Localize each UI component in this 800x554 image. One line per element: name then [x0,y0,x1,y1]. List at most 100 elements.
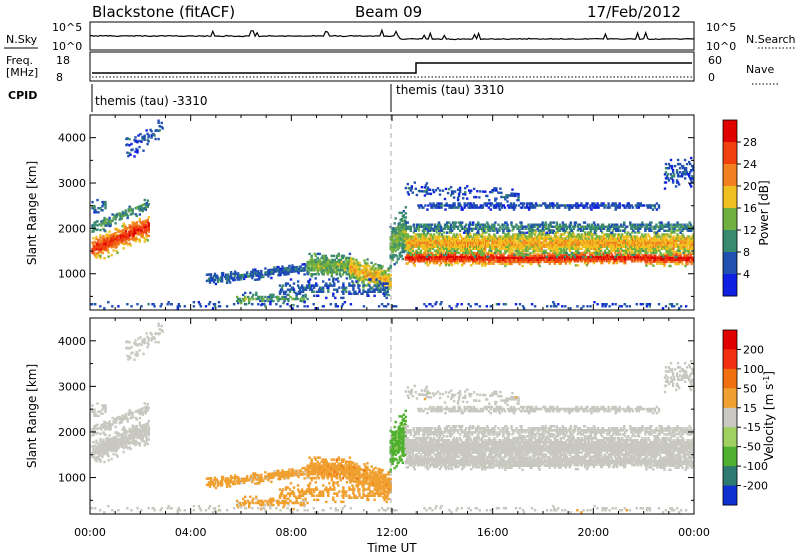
power-cell [324,258,327,262]
power-cell [449,231,453,234]
power-cell [481,249,484,252]
power-cell [422,243,426,246]
power-cell [124,225,127,229]
power-cell [100,220,103,223]
power-cell [438,251,442,255]
power-cell [497,258,500,261]
power-cell [677,229,680,232]
power-cell [117,243,120,246]
power-cell [655,251,658,255]
power-cell [663,252,666,255]
power-cell [378,280,381,283]
power-cell [554,235,557,238]
power-cell [411,249,414,252]
power-cell [577,233,581,236]
power-cell [126,243,129,246]
power-cell [607,235,611,238]
power-cell [412,225,415,228]
power-cell [668,260,671,264]
power-cell [284,284,288,287]
power-cell [322,271,325,274]
power-cell [587,235,591,238]
power-cell [614,251,617,255]
power-cell [307,280,311,283]
power-cell [420,225,424,228]
power-cell [356,281,359,284]
power-cell [413,260,416,263]
power-cell [287,266,290,270]
power-cell [271,270,274,273]
power-cell [572,253,576,257]
power-cell [331,258,334,262]
power-cell [337,269,340,272]
power-cell [537,252,540,255]
power-cell [524,247,527,250]
power-cell [93,244,96,248]
power-cell [95,256,98,259]
freq-line [92,62,692,74]
power-cell [609,251,613,255]
power-cell [557,253,560,257]
power-cell [575,235,579,238]
power-cell [422,247,426,250]
cpid-label: CPID [8,89,37,102]
power-cell [92,249,95,252]
power-cell [374,267,377,270]
noise-panel: N.Sky 10^5 10^0 10^5 10^0 N.Search [4,21,796,53]
power-cell [439,249,443,252]
power-cell [668,251,671,255]
power-cell [389,282,392,285]
power-cell [580,237,584,240]
power-cell [597,251,601,255]
power-cell [527,253,530,257]
power-cell [642,249,645,252]
power-cell [91,247,94,251]
power-cell [687,235,690,238]
power-cell [417,260,421,263]
power-cell [350,261,353,264]
power-cell [324,254,327,258]
power-cell [115,245,118,249]
power-cell [394,217,397,220]
power-cell [600,261,604,265]
power-cell [377,264,380,267]
power-cell [499,260,502,263]
power-cell [284,290,288,293]
power-cell [453,253,457,257]
power-cell [530,262,533,266]
power-cell [299,297,302,301]
power-cell [666,243,669,246]
power-cell [122,236,125,240]
power-cell [588,259,592,263]
power-cell [392,253,395,257]
power-cell [418,233,422,236]
power-cell [566,239,570,242]
power-cell [648,249,651,252]
power-cell [671,249,674,252]
power-cell [419,249,423,252]
power-cell [139,133,142,136]
power-cell [415,227,419,230]
power-cell [238,299,241,303]
power-cell [237,301,240,305]
power-cell [310,286,313,289]
power-cell [497,260,500,263]
power-cell [592,261,596,265]
power-cell [318,288,321,291]
power-cell [141,137,144,141]
power-cell [130,142,133,146]
power-cell [262,275,265,279]
power-cell [538,231,541,234]
power-cell [102,235,105,238]
power-cell [385,286,388,289]
power-cell [661,262,664,265]
power-cell [266,297,269,301]
power-cell [415,223,419,226]
power-cell [345,286,348,289]
power-cell [335,278,338,281]
power-cell [539,260,542,264]
power-cell [308,288,312,291]
power-cell [679,254,682,257]
power-cell [101,251,104,255]
power-cell [358,290,361,293]
